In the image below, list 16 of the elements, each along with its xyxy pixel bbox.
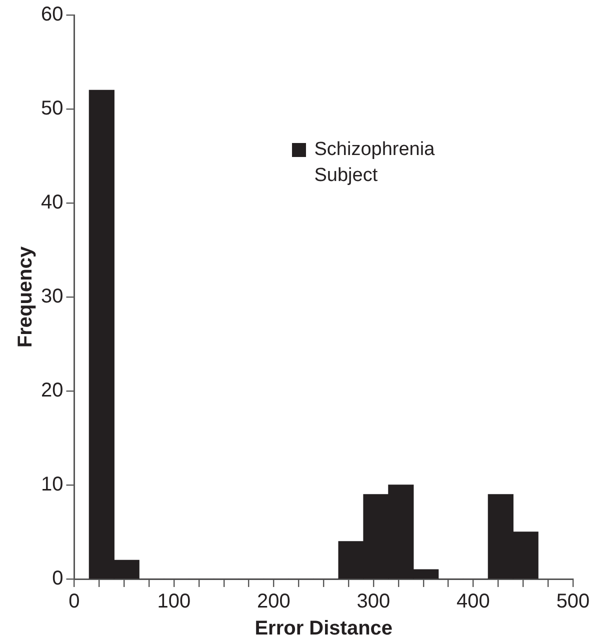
x-tick-label: 200 — [257, 590, 290, 613]
y-tick-label: 40 — [40, 192, 64, 214]
legend-label: Schizophrenia Subject — [314, 138, 436, 188]
x-tick-label: 300 — [356, 590, 390, 613]
x-tick-label: 0 — [68, 590, 80, 613]
x-axis-title: Error Distance — [254, 618, 393, 640]
y-tick-label: 60 — [40, 4, 64, 26]
y-tick-label: 0 — [52, 568, 64, 590]
x-tick-label: 400 — [456, 590, 490, 613]
y-tick-label: 10 — [40, 474, 64, 496]
x-tick-label: 500 — [556, 590, 590, 613]
y-axis-title: Frequency — [14, 246, 37, 348]
x-tick-label: 100 — [157, 590, 191, 613]
y-tick-label: 30 — [40, 286, 64, 308]
y-tick-label: 50 — [40, 98, 64, 120]
y-tick-label: 20 — [40, 380, 64, 402]
